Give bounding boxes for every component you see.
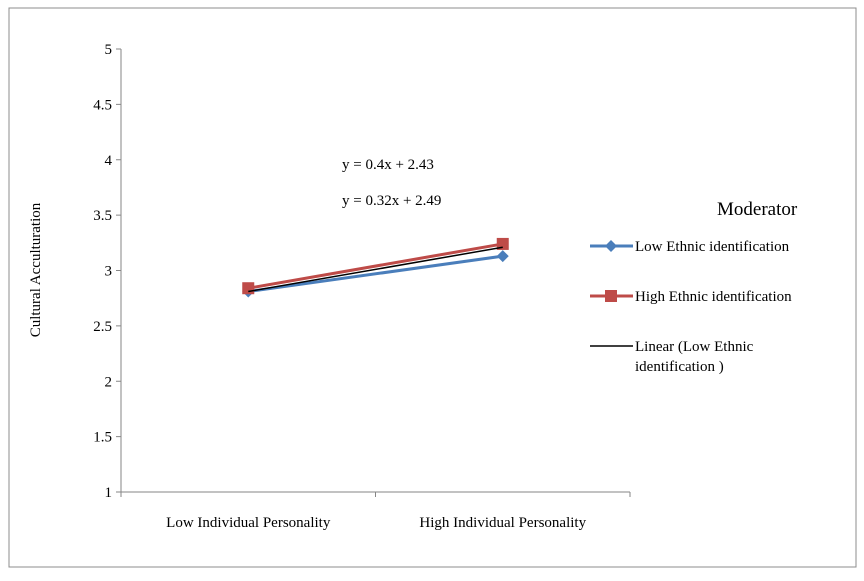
equation-label-1: y = 0.4x + 2.43 [342,157,434,173]
series-line [248,254,503,294]
legend-label-linear-line2: identification ) [635,359,724,375]
y-tick-label: 4.5 [93,97,112,113]
legend-label-high-ethnic: High Ethnic identification [635,289,792,305]
y-axis-label: Cultural Acculturation [28,202,44,337]
series-layer [242,237,509,298]
data-point-square [242,282,255,295]
trendline [248,246,503,293]
legend-title: Moderator [717,199,798,220]
y-tick-label: 4 [105,153,113,169]
y-tick-label: 3 [105,264,113,280]
y-tick-label: 5 [105,42,113,58]
legend-label-low-ethnic: Low Ethnic identification [635,239,790,255]
trendline-layer [248,246,503,293]
x-category-label: Low Individual Personality [166,515,331,531]
chart-border [8,7,857,568]
data-point-diamond [496,250,509,263]
series-line [247,242,504,290]
data-point-square [496,237,509,250]
legend-item-high-ethnic: High Ethnic identification [590,289,792,305]
legend-label-linear-line1: Linear (Low Ethnic [635,339,754,355]
legend-item-linear: Linear (Low Ethnic identification ) [590,339,757,375]
legend: Moderator Low Ethnic identification High… [590,199,798,375]
x-category-label: High Individual Personality [419,515,586,531]
y-tick-label: 1 [105,485,113,501]
equation-label-2: y = 0.32x + 2.49 [342,193,441,209]
y-tick-label: 2.5 [93,319,112,335]
x-category-labels: Low Individual Personality High Individua… [166,515,586,531]
y-tick-labels: 1 1.5 2 2.5 3 3.5 4 4.5 5 [93,42,112,501]
legend-marker-square [605,290,617,302]
legend-marker-diamond [605,240,617,252]
axes [116,48,631,497]
y-tick-label: 2 [105,374,113,390]
legend-item-low-ethnic: Low Ethnic identification [590,239,790,255]
y-tick-label: 3.5 [93,208,112,224]
legend-label-linear: Linear (Low Ethnic identification ) [635,339,757,375]
y-tick-label: 1.5 [93,430,112,446]
series-high-ethnic [242,237,509,295]
